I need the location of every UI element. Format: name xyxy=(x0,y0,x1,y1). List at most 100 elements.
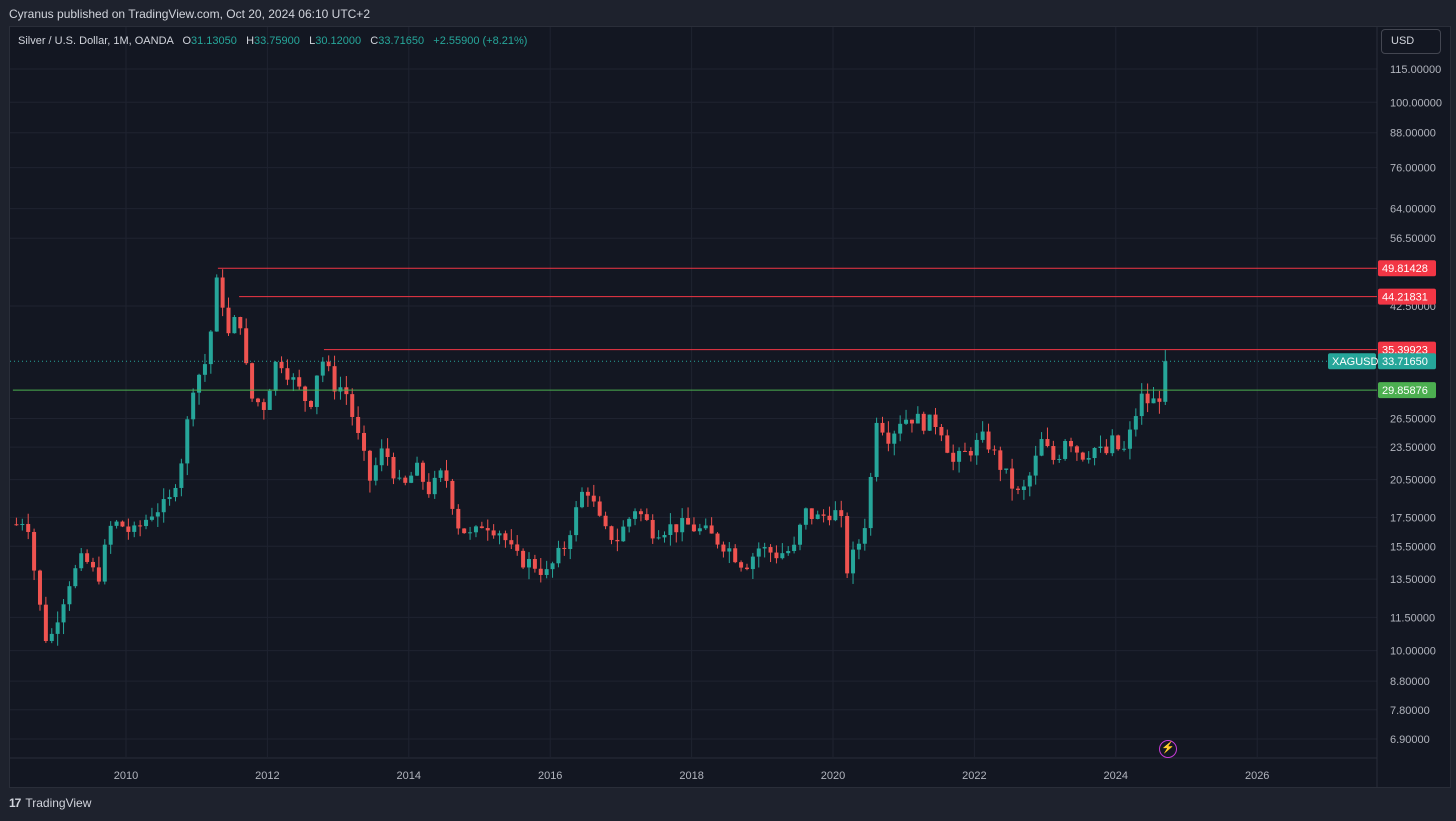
level-tag xyxy=(1378,260,1436,277)
candle-body xyxy=(580,491,585,508)
candle-body xyxy=(91,561,96,568)
candle-body xyxy=(132,525,137,532)
candle-body xyxy=(909,419,914,424)
candle-body xyxy=(73,568,78,587)
candle-body xyxy=(939,426,944,436)
candle-body xyxy=(14,524,19,526)
candle-body xyxy=(303,386,308,402)
candle-body xyxy=(415,462,420,476)
candle-body xyxy=(798,524,803,545)
x-tick-label: 2024 xyxy=(1104,770,1128,782)
candle-body xyxy=(674,524,679,533)
candle-body xyxy=(244,328,249,364)
y-tick-label: 15.50000 xyxy=(1390,541,1436,553)
candle-body xyxy=(656,537,661,539)
x-tick-label: 2018 xyxy=(679,770,703,782)
lightning-icon[interactable]: ⚡ xyxy=(1159,740,1177,758)
candle-body xyxy=(285,368,290,380)
candle-body xyxy=(308,401,313,407)
candle-body xyxy=(904,419,909,424)
candle-body xyxy=(809,508,814,519)
candle-body xyxy=(326,361,331,367)
y-tick-label: 6.90000 xyxy=(1390,734,1430,746)
candle-body xyxy=(750,556,755,570)
candle-body xyxy=(67,586,72,605)
candle-body xyxy=(167,497,172,500)
candle-body xyxy=(49,633,54,642)
y-tick-label: 100.00000 xyxy=(1390,97,1442,109)
candle-body xyxy=(1133,416,1138,430)
candle-body xyxy=(338,387,343,392)
y-tick-label: 76.00000 xyxy=(1390,163,1436,175)
price-chart[interactable]: 115.00000 100.00000 88.00000 76.00000 64.000… xyxy=(10,27,1450,787)
candle-body xyxy=(403,477,408,483)
candle-body xyxy=(197,374,202,393)
chart-panel[interactable]: 115.00000 100.00000 88.00000 76.00000 64.000… xyxy=(9,26,1451,788)
candle-body xyxy=(1122,448,1127,450)
candle-body xyxy=(1116,435,1121,450)
candle-body xyxy=(974,439,979,456)
candle-body xyxy=(803,508,808,525)
candle-body xyxy=(868,476,873,529)
candle-body xyxy=(768,547,773,553)
candle-body xyxy=(291,377,296,380)
candle-body xyxy=(37,570,42,605)
candle-body xyxy=(526,559,531,568)
level-tag xyxy=(1378,288,1436,305)
candle-body xyxy=(279,361,284,369)
candle-body xyxy=(391,456,396,479)
candle-body xyxy=(585,491,590,496)
candle-body xyxy=(521,550,526,568)
candle-body xyxy=(456,508,461,529)
candle-body xyxy=(668,524,673,535)
candle-body xyxy=(615,539,620,542)
candle-body xyxy=(155,512,160,517)
candle-body xyxy=(532,559,537,569)
close-label: C xyxy=(370,35,379,47)
candle-body xyxy=(1027,475,1032,487)
candle-body xyxy=(1010,468,1015,489)
candle-body xyxy=(1098,446,1103,449)
candle-body xyxy=(892,433,897,444)
candle-body xyxy=(957,450,962,462)
candle-body xyxy=(161,499,166,513)
open-label: O xyxy=(182,35,191,47)
candle-body xyxy=(43,604,48,642)
candle-body xyxy=(739,562,744,568)
candle-body xyxy=(827,515,832,521)
candle-body xyxy=(633,511,638,519)
candle-body xyxy=(638,511,643,515)
candle-body xyxy=(385,448,390,457)
tradingview-brand[interactable]: 17 TradingView xyxy=(9,796,91,810)
candle-body xyxy=(833,510,838,521)
candle-body xyxy=(273,361,278,391)
candle-body xyxy=(1139,393,1144,417)
candle-body xyxy=(691,524,696,532)
candles xyxy=(14,269,1168,646)
candle-body xyxy=(709,525,714,534)
candle-body xyxy=(126,526,131,532)
y-tick-label: 17.50000 xyxy=(1390,512,1436,524)
candle-body xyxy=(1163,361,1168,402)
candle-body xyxy=(927,414,932,431)
y-tick-label: 64.00000 xyxy=(1390,204,1436,216)
candle-body xyxy=(1086,458,1091,460)
candle-body xyxy=(715,533,720,545)
candle-body xyxy=(79,553,84,569)
level-label: 49.81428 xyxy=(1382,263,1428,275)
candle-body xyxy=(1051,446,1056,460)
candle-body xyxy=(933,414,938,427)
candle-body xyxy=(1104,446,1109,454)
candle-body xyxy=(491,530,496,536)
candle-body xyxy=(550,563,555,570)
currency-button[interactable]: USD xyxy=(1381,29,1441,54)
candle-body xyxy=(998,450,1003,470)
y-tick-label: 88.00000 xyxy=(1390,128,1436,140)
candle-body xyxy=(898,423,903,434)
candle-body xyxy=(138,525,143,527)
x-tick-label: 2010 xyxy=(114,770,138,782)
candle-body xyxy=(980,431,985,440)
ohlc-legend: Silver / U.S. Dollar, 1M, OANDA O31.1305… xyxy=(18,35,527,47)
candle-body xyxy=(438,470,443,478)
candle-body xyxy=(350,394,355,417)
